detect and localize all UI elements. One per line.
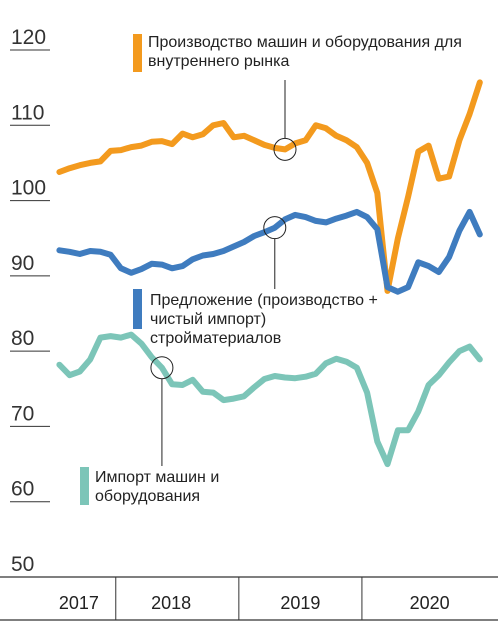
y-tick-label: 120 [11, 26, 46, 49]
series-line [56, 79, 483, 294]
legend-swatch [133, 34, 142, 72]
y-tick-label: 80 [11, 327, 34, 350]
annotation-circle [273, 137, 297, 161]
y-tick-label: 60 [11, 478, 34, 501]
legend-label: Предложение (производство + чистый импор… [150, 292, 378, 347]
y-tick-label: 100 [11, 177, 46, 200]
legend-swatch [133, 289, 142, 329]
x-tick-label: 2020 [410, 593, 450, 613]
y-tick-label: 70 [11, 402, 34, 425]
legend-label: Производство машин и оборудования для вн… [148, 34, 462, 70]
x-tick-label: 2019 [280, 593, 320, 613]
x-tick-label: 2017 [59, 593, 99, 613]
annotation-circle [150, 356, 174, 380]
y-tick-label: 90 [11, 252, 34, 275]
legend-swatch [80, 467, 89, 505]
series-line [56, 208, 483, 295]
annotation-circle [263, 216, 287, 240]
x-tick-label: 2018 [151, 593, 191, 613]
y-tick-label: 50 [11, 553, 34, 576]
legend-label: Импорт машин и оборудования [95, 469, 220, 505]
y-tick-label: 110 [11, 101, 44, 124]
series-line [56, 331, 483, 468]
